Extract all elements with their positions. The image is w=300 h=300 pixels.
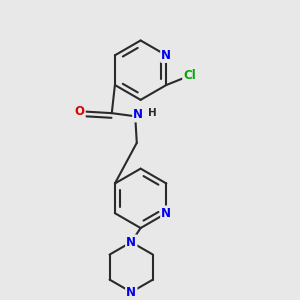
- Text: N: N: [126, 286, 136, 298]
- Text: Cl: Cl: [183, 69, 196, 82]
- Text: N: N: [161, 49, 171, 62]
- Text: N: N: [133, 108, 143, 121]
- Text: H: H: [148, 108, 157, 118]
- Text: N: N: [161, 207, 171, 220]
- Text: O: O: [75, 105, 85, 118]
- Text: N: N: [126, 236, 136, 249]
